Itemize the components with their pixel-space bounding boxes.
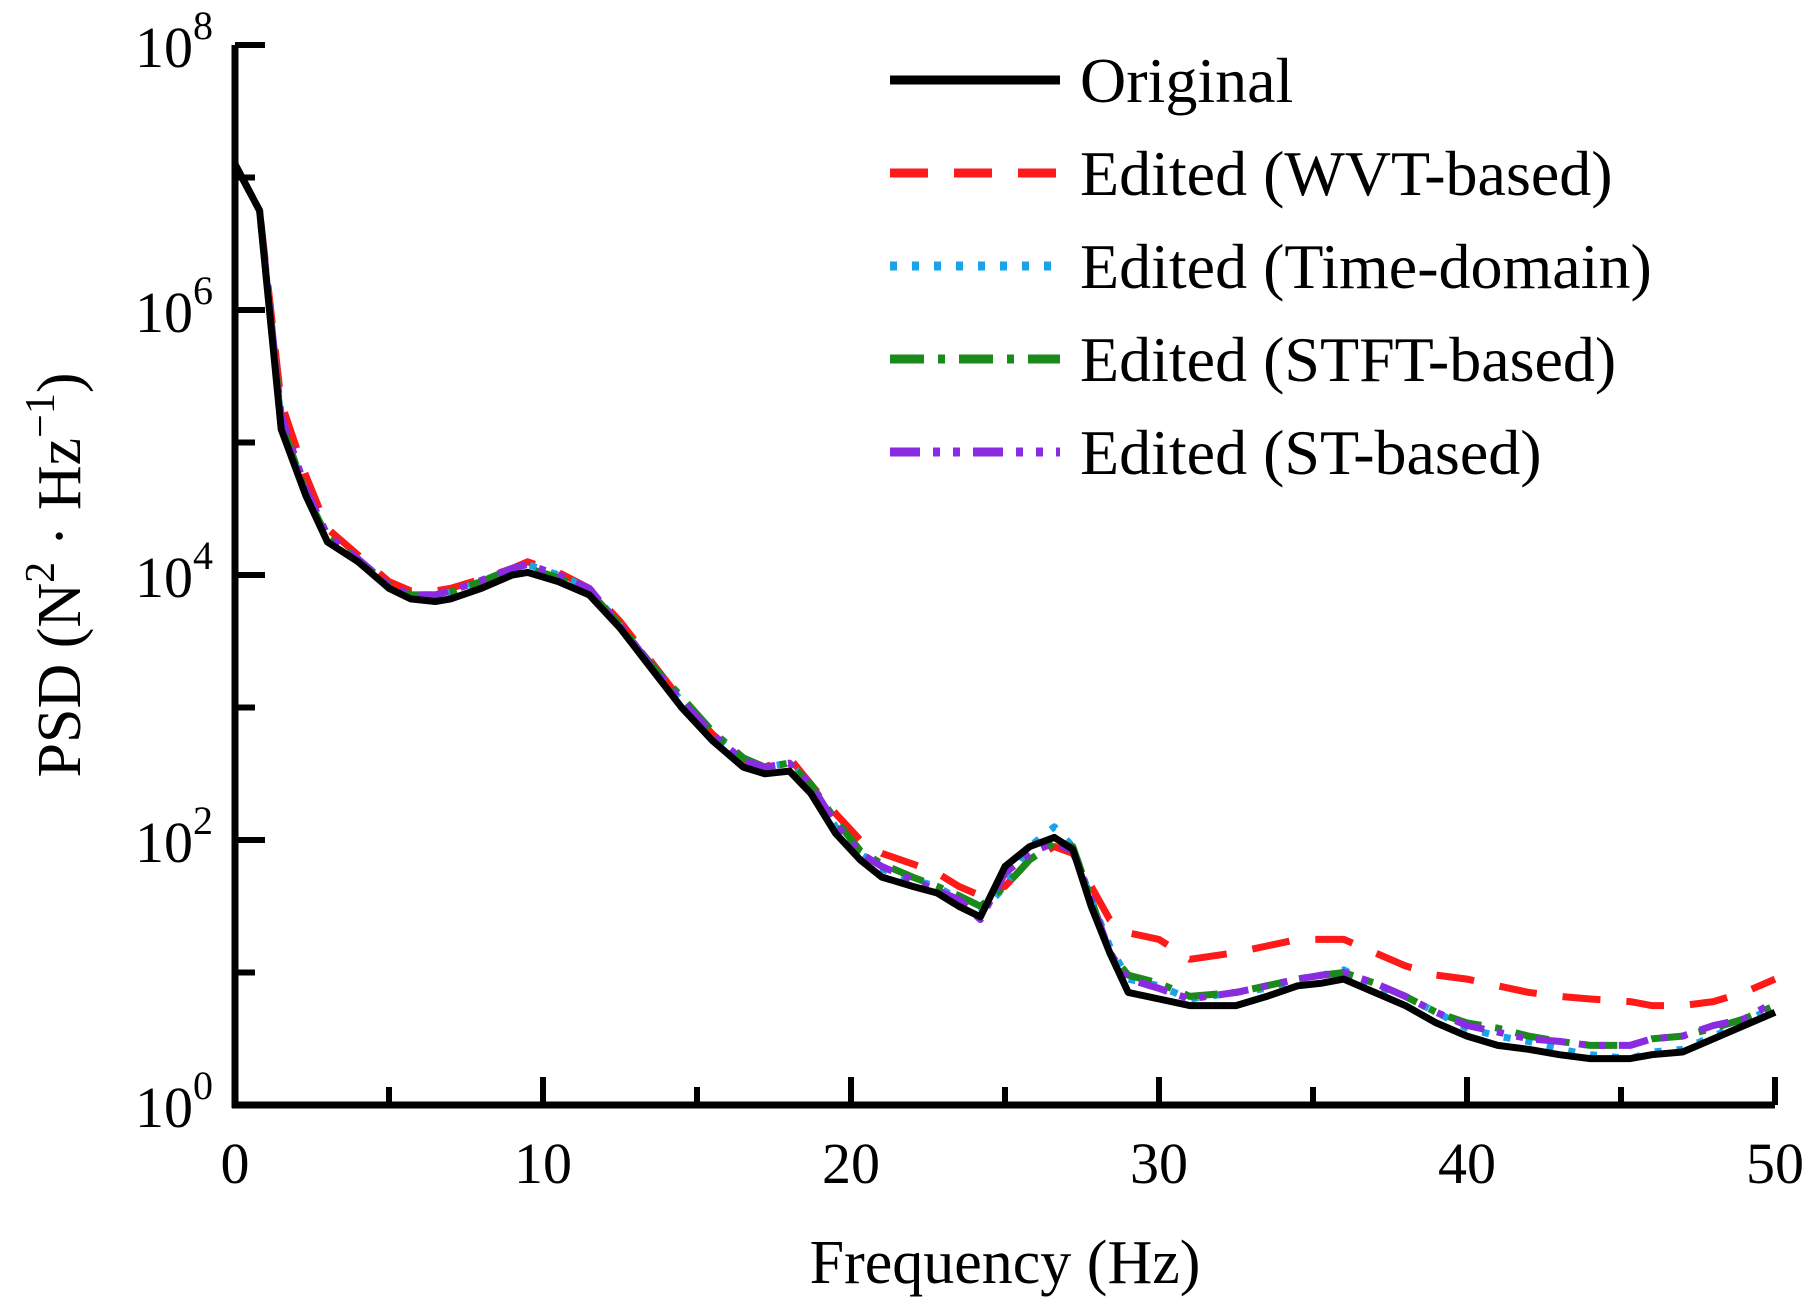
x-tick-label: 20 bbox=[822, 1131, 880, 1196]
legend: Original Edited (WVT-based) Edited (Time-d… bbox=[890, 45, 1652, 488]
y-tick-label: 106 bbox=[135, 268, 213, 345]
legend-label-4: Edited (ST-based) bbox=[1080, 417, 1542, 488]
x-tick-label: 40 bbox=[1438, 1131, 1496, 1196]
y-tick-label: 102 bbox=[135, 798, 213, 875]
x-tick-label: 50 bbox=[1746, 1131, 1804, 1196]
series-line-0 bbox=[231, 162, 1777, 1063]
legend-label-2: Edited (Time-domain) bbox=[1080, 231, 1652, 302]
x-axis-label: Frequency (Hz) bbox=[810, 1229, 1201, 1297]
series-layer bbox=[231, 162, 1777, 1063]
x-tick-label: 0 bbox=[221, 1131, 250, 1196]
x-tick-label: 10 bbox=[514, 1131, 572, 1196]
series-line-3 bbox=[231, 162, 1777, 1049]
y-tick-label: 104 bbox=[135, 533, 213, 610]
axes-layer: 0 10 20 30 40 50 100 102 104 106 108 Frequency (Hz)… bbox=[18, 3, 1804, 1297]
legend-label-3: Edited (STFT-based) bbox=[1080, 324, 1616, 395]
y-tick-label: 108 bbox=[135, 3, 213, 80]
x-tick-label: 30 bbox=[1130, 1131, 1188, 1196]
series-line-4 bbox=[231, 162, 1777, 1049]
legend-label-0: Original bbox=[1080, 45, 1293, 116]
y-axis-label: PSD (N2 · Hz−1) bbox=[18, 373, 94, 778]
legend-label-1: Edited (WVT-based) bbox=[1080, 138, 1613, 209]
y-tick-label: 100 bbox=[135, 1063, 213, 1140]
